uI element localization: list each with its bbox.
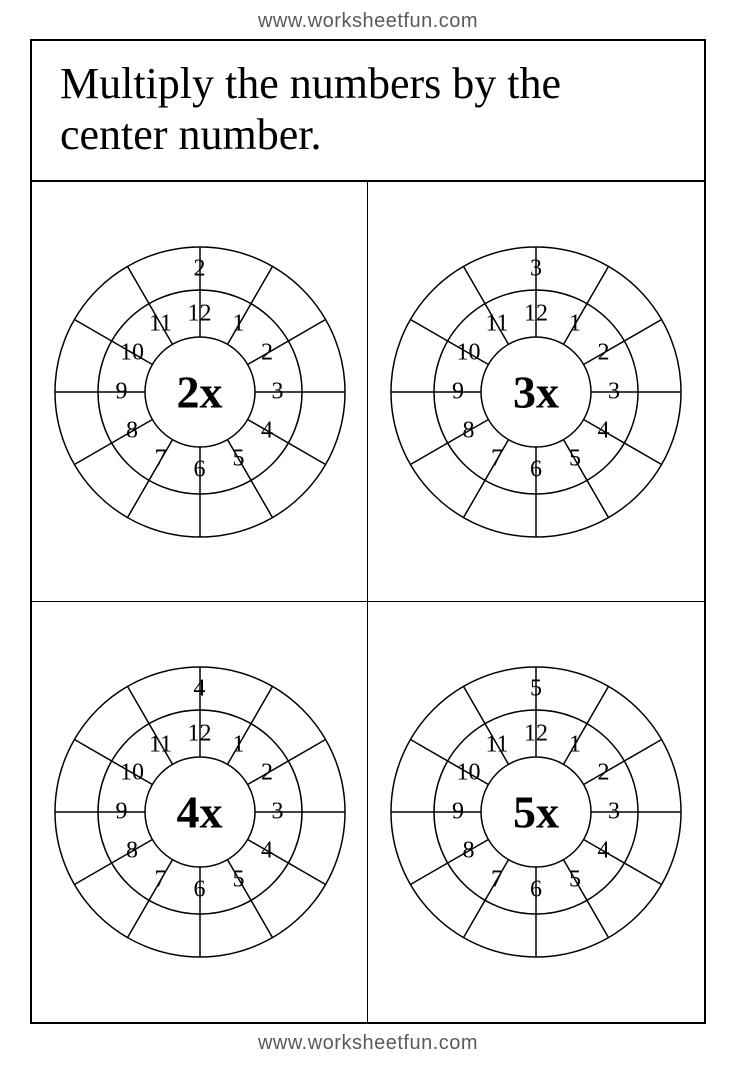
wheel-inner-number: 1	[569, 731, 581, 758]
wheel-cell: 5x1234567891011125	[368, 602, 704, 1022]
wheel-inner-number: 11	[149, 731, 172, 758]
wheel-inner-number: 12	[188, 300, 212, 327]
wheel-inner-number: 12	[188, 721, 212, 748]
wheel-inner-number: 8	[462, 838, 474, 865]
wheel-center-label: 4x	[177, 786, 223, 839]
wheel-outer-answer: 4	[194, 676, 206, 703]
wheel-cell: 2x1234567891011122	[32, 182, 368, 602]
wheel-inner-number: 10	[120, 339, 144, 366]
wheel-inner-number: 4	[598, 838, 610, 865]
wheel-inner-number: 12	[524, 300, 548, 327]
wheel-inner-number: 2	[598, 339, 610, 366]
wheel-outer-answer: 5	[530, 676, 542, 703]
wheel-center-label: 3x	[513, 365, 559, 418]
wheel-inner-number: 10	[456, 339, 480, 366]
worksheet-page: www.worksheetfun.com Multiply the number…	[0, 0, 736, 1087]
multiplication-wheel: 5x1234567891011125	[386, 662, 686, 962]
wheel-inner-number: 4	[261, 417, 273, 444]
wheel-inner-number: 2	[261, 339, 273, 366]
wheel-inner-number: 8	[126, 417, 138, 444]
wheel-inner-number: 8	[462, 417, 474, 444]
wheel-inner-number: 2	[598, 760, 610, 787]
wheel-inner-number: 9	[452, 378, 464, 405]
wheel-inner-number: 10	[120, 760, 144, 787]
wheel-cell: 4x1234567891011124	[32, 602, 368, 1022]
wheel-inner-number: 10	[456, 760, 480, 787]
wheel-inner-number: 4	[598, 417, 610, 444]
instruction-text: Multiply the numbers by the center numbe…	[32, 41, 704, 182]
multiplication-wheel: 3x1234567891011123	[386, 242, 686, 542]
wheel-inner-number: 7	[155, 866, 167, 893]
wheel-inner-number: 5	[569, 446, 581, 473]
wheel-inner-number: 7	[155, 446, 167, 473]
wheel-cell: 3x1234567891011123	[368, 182, 704, 602]
wheel-inner-number: 1	[569, 311, 581, 338]
wheel-inner-number: 5	[233, 866, 245, 893]
multiplication-wheel: 2x1234567891011122	[50, 242, 350, 542]
wheel-inner-number: 2	[261, 760, 273, 787]
wheel-inner-number: 6	[530, 456, 542, 483]
wheel-outer-answer: 3	[530, 255, 542, 282]
wheel-inner-number: 11	[485, 731, 508, 758]
wheel-inner-number: 1	[233, 311, 245, 338]
wheel-grid: 2x1234567891011122 3x1234567891011123 4x…	[32, 182, 704, 1022]
wheel-inner-number: 5	[569, 866, 581, 893]
wheel-inner-number: 11	[485, 311, 508, 338]
wheel-inner-number: 9	[116, 378, 128, 405]
wheel-inner-number: 9	[452, 799, 464, 826]
wheel-inner-number: 7	[491, 446, 503, 473]
wheel-inner-number: 9	[116, 799, 128, 826]
wheel-inner-number: 7	[491, 866, 503, 893]
wheel-inner-number: 4	[261, 838, 273, 865]
wheel-center-label: 2x	[177, 365, 223, 418]
wheel-outer-answer: 2	[194, 255, 206, 282]
wheel-inner-number: 11	[149, 311, 172, 338]
wheel-inner-number: 8	[126, 838, 138, 865]
wheel-inner-number: 3	[272, 378, 284, 405]
wheel-inner-number: 3	[608, 378, 620, 405]
wheel-inner-number: 3	[608, 799, 620, 826]
wheel-inner-number: 3	[272, 799, 284, 826]
wheel-inner-number: 6	[194, 456, 206, 483]
header-url: www.worksheetfun.com	[0, 0, 736, 39]
wheel-inner-number: 1	[233, 731, 245, 758]
wheel-inner-number: 6	[194, 877, 206, 904]
wheel-inner-number: 5	[233, 446, 245, 473]
worksheet-frame: Multiply the numbers by the center numbe…	[30, 39, 706, 1024]
footer-url: www.worksheetfun.com	[0, 1024, 736, 1067]
multiplication-wheel: 4x1234567891011124	[50, 662, 350, 962]
wheel-center-label: 5x	[513, 786, 559, 839]
wheel-inner-number: 6	[530, 877, 542, 904]
wheel-inner-number: 12	[524, 721, 548, 748]
